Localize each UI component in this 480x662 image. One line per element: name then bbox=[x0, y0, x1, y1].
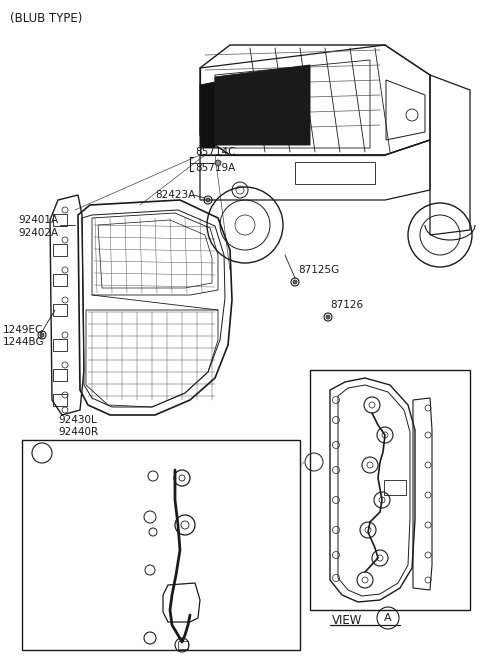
Text: 85719A: 85719A bbox=[195, 163, 235, 173]
Text: 82423A: 82423A bbox=[155, 190, 195, 200]
Text: 92430L: 92430L bbox=[58, 415, 97, 425]
Bar bbox=[178, 641, 188, 649]
Text: 85714C: 85714C bbox=[195, 147, 236, 157]
Polygon shape bbox=[200, 82, 215, 148]
Text: 92440R: 92440R bbox=[58, 427, 98, 437]
Text: 92402A: 92402A bbox=[18, 228, 58, 238]
Polygon shape bbox=[215, 65, 310, 145]
Text: 18643D: 18643D bbox=[68, 530, 109, 540]
Circle shape bbox=[293, 280, 297, 284]
Bar bbox=[53, 304, 67, 316]
Text: 18644E: 18644E bbox=[68, 633, 108, 643]
Text: A: A bbox=[384, 613, 392, 623]
Text: a: a bbox=[39, 448, 45, 458]
Circle shape bbox=[40, 333, 44, 337]
Circle shape bbox=[206, 198, 210, 202]
Bar bbox=[384, 480, 406, 495]
Bar bbox=[310, 370, 470, 610]
Text: VIEW: VIEW bbox=[332, 614, 362, 626]
Bar bbox=[295, 162, 375, 184]
Circle shape bbox=[215, 160, 221, 166]
Bar bbox=[22, 440, 300, 650]
Bar bbox=[53, 394, 67, 406]
Bar bbox=[53, 369, 67, 381]
Text: 18642G: 18642G bbox=[68, 515, 109, 525]
Circle shape bbox=[326, 315, 330, 319]
Text: (BLUB TYPE): (BLUB TYPE) bbox=[10, 11, 83, 24]
Text: 87126: 87126 bbox=[330, 300, 363, 310]
Text: 92470C: 92470C bbox=[220, 535, 260, 545]
Text: a: a bbox=[311, 457, 317, 467]
Text: 1249EC: 1249EC bbox=[3, 325, 43, 335]
Text: 92401A: 92401A bbox=[18, 215, 58, 225]
Text: 1244BG: 1244BG bbox=[3, 337, 45, 347]
Text: 87125G: 87125G bbox=[298, 265, 339, 275]
Bar bbox=[53, 214, 67, 226]
Text: 18643G: 18643G bbox=[68, 568, 109, 578]
Bar bbox=[53, 274, 67, 286]
Text: 18643D: 18643D bbox=[68, 475, 109, 485]
Bar bbox=[53, 244, 67, 256]
Bar bbox=[53, 339, 67, 351]
